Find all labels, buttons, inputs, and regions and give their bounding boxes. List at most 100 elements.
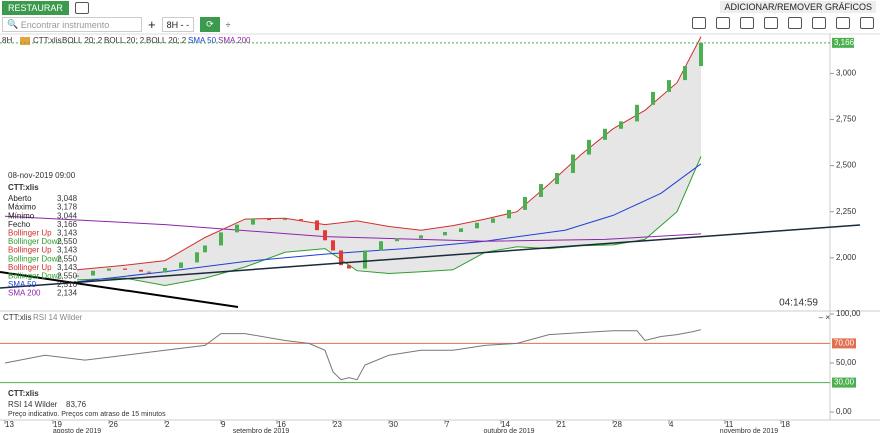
month-label: setembro de 2019	[233, 428, 290, 433]
candle	[491, 218, 495, 223]
info-label: Bollinger Down	[8, 254, 62, 263]
info-label: Fecho	[8, 220, 31, 229]
candle	[123, 268, 127, 270]
tool-icon[interactable]	[716, 17, 730, 29]
candle	[323, 230, 327, 241]
rsi-title: RSI 14 Wilder	[33, 313, 83, 322]
candle	[299, 219, 303, 221]
y-tick-label: 50,00	[836, 358, 857, 367]
split-button[interactable]: ÷	[225, 19, 231, 30]
interval-select[interactable]: 8H - -	[161, 17, 195, 32]
last-price-box	[832, 37, 854, 48]
x-tick-label: 16	[277, 420, 286, 429]
candle	[507, 209, 511, 219]
level-box	[832, 338, 856, 349]
legend-indicator: SMA 200	[218, 36, 251, 45]
x-tick-label: 14	[501, 420, 510, 429]
trend-line[interactable]	[0, 224, 861, 289]
info-label: SMA 50	[8, 280, 37, 289]
footer-instrument: CTT:xlis	[8, 389, 39, 398]
candle	[667, 80, 671, 92]
month-label: agosto de 2019	[53, 428, 101, 433]
info-value: 3,166	[57, 220, 78, 229]
info-value: 3,044	[57, 211, 78, 220]
candle	[347, 265, 351, 269]
candle	[555, 173, 559, 185]
candle	[251, 218, 255, 225]
indicator-line	[76, 36, 702, 271]
x-tick-label: 2	[165, 420, 170, 429]
y-tick-label: 100,00	[836, 309, 861, 318]
y-tick-label: 2,250	[836, 207, 857, 216]
interval: 8H	[166, 19, 179, 30]
indicator-line	[76, 156, 702, 287]
candle	[587, 139, 591, 155]
candle	[139, 269, 143, 272]
y-tick-label: 2,750	[836, 115, 857, 124]
tool-icon[interactable]	[764, 17, 778, 29]
tool-icons	[692, 17, 874, 29]
x-tick-label: 19	[53, 420, 62, 429]
info-value: 3,048	[57, 194, 78, 203]
candle	[147, 271, 151, 273]
info-value: 3,143	[57, 263, 78, 272]
x-tick-label: 30	[389, 420, 398, 429]
tool-icon[interactable]	[812, 17, 826, 29]
refresh-button[interactable]: ⟳	[200, 17, 220, 32]
tool-icon[interactable]	[836, 17, 850, 29]
info-label: Aberto	[8, 194, 32, 203]
x-tick-label: 21	[557, 420, 566, 429]
footer-note: Preço indicativo. Preços com atraso de 1…	[8, 411, 166, 418]
trend-line[interactable]	[0, 271, 239, 308]
x-tick-label: 11	[725, 420, 734, 429]
add-remove-button[interactable]: ADICIONAR/REMOVER GRÁFICOS	[720, 1, 876, 13]
info-label: SMA 200	[8, 289, 41, 298]
info-value: 2,550	[57, 237, 78, 246]
candle	[315, 220, 319, 231]
candle	[619, 121, 623, 129]
candle	[235, 224, 239, 233]
candle	[219, 232, 223, 246]
level-box	[832, 377, 856, 388]
info-value: 2,516	[57, 280, 78, 289]
candle	[203, 245, 207, 253]
tool-icon[interactable]	[692, 17, 706, 29]
level-label: 30,00	[834, 378, 855, 387]
info-value: 3,143	[57, 246, 78, 255]
candle	[179, 262, 183, 268]
info-value: 3,143	[57, 229, 78, 238]
add-button[interactable]: +	[148, 17, 156, 32]
candle	[699, 42, 703, 67]
band-fill	[77, 36, 701, 286]
footer-value: 83,76	[66, 400, 87, 409]
candle	[395, 238, 399, 242]
interval-style: - -	[180, 19, 190, 30]
info-value: 2,550	[57, 272, 78, 281]
y-tick-label: 2,500	[836, 161, 857, 170]
restore-button[interactable]: RESTAURAR	[2, 1, 69, 15]
info-value: 3,178	[57, 203, 78, 212]
candle	[539, 184, 543, 197]
indicator-line	[76, 163, 702, 283]
candle	[459, 228, 463, 233]
rsi-instrument: CTT:xlis	[3, 313, 31, 322]
legend-icon	[20, 37, 30, 45]
clock: 04:14:59	[779, 298, 818, 309]
tool-icon[interactable]	[740, 17, 754, 29]
rsi-line	[4, 329, 702, 381]
tool-icon[interactable]	[860, 17, 874, 29]
legend-indicator: BOLL 20; 2	[62, 36, 103, 45]
popout-icon[interactable]	[74, 2, 89, 14]
level-label: 70,00	[834, 339, 855, 348]
candle	[683, 66, 687, 81]
pane-controls[interactable]: – ×	[819, 313, 831, 322]
info-label: Bollinger Down	[8, 272, 62, 281]
candle	[91, 270, 95, 276]
tool-icon[interactable]	[788, 17, 802, 29]
legend-indicator: SMA 50	[188, 36, 217, 45]
candle	[379, 241, 383, 251]
search-box[interactable]: 🔍 Encontrar instrumento	[2, 17, 142, 32]
candle	[267, 218, 271, 221]
legend-instrument: CTT:xlis	[33, 36, 61, 45]
